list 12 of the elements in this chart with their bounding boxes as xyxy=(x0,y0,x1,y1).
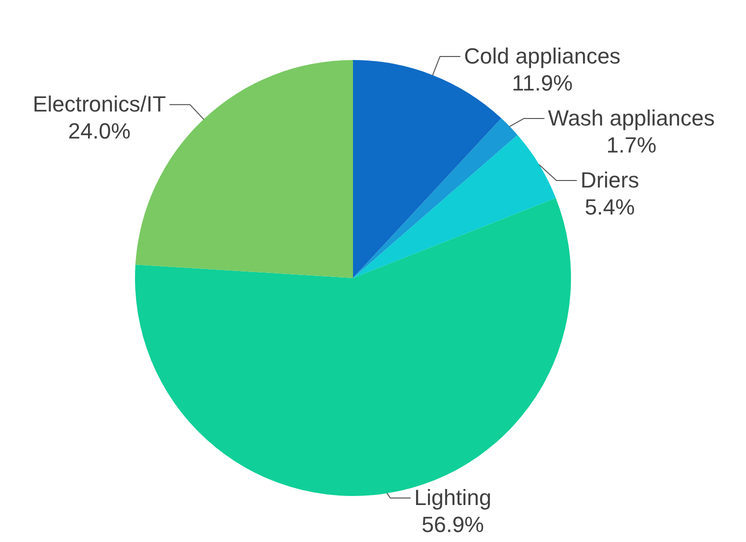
pie-slice xyxy=(353,135,556,278)
slice-label: Driers xyxy=(580,167,640,192)
slice-label: Wash appliances xyxy=(548,105,715,130)
data-label: 56.9% xyxy=(422,512,484,537)
data-label: 5.4% xyxy=(584,194,635,220)
data-label: 1.7% xyxy=(606,132,656,158)
slice-label: Cold appliances xyxy=(464,43,621,68)
data-label: 24.0% xyxy=(68,118,131,144)
slice-label: Electronics/IT xyxy=(32,92,166,117)
pie-slice xyxy=(353,118,518,278)
data-label: 11.9% xyxy=(512,70,573,96)
slice-label: Lighting xyxy=(414,485,492,510)
